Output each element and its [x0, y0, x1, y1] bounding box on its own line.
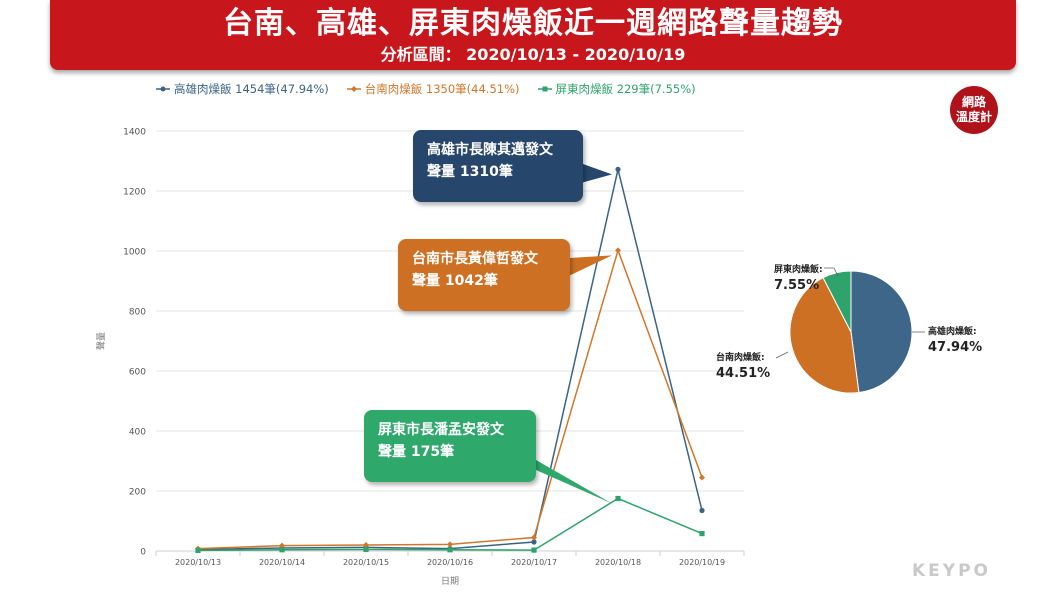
data-point: [615, 247, 621, 254]
callout-line: 聲量 1310筆: [427, 164, 513, 180]
callout-pointer: [556, 255, 612, 282]
y-tick-label: 400: [129, 428, 146, 438]
data-point: [279, 542, 285, 549]
keypo-logo: KEYPO: [912, 561, 992, 581]
y-tick-label: 1000: [123, 248, 146, 258]
y-tick-label: 0: [140, 548, 146, 558]
legend-item-pingtung[interactable]: 屏東肉燥飯 229筆(7.55%): [537, 80, 696, 98]
callout-line: 聲量 175筆: [378, 444, 455, 460]
callout-line: 屏東市長潘孟安發文: [378, 422, 504, 438]
data-point: [279, 547, 285, 553]
callout-kaohsiung: 高雄市長陳其邁發文 聲量 1310筆: [413, 130, 583, 202]
series-line: [197, 169, 703, 551]
y-tick-label: 1200: [123, 188, 146, 198]
pie-slice-name: 高雄肉燥飯:: [928, 327, 977, 337]
pie-slice: [850, 270, 913, 394]
legend-label: 高雄肉燥飯 1454筆(47.94%): [174, 82, 329, 96]
callout-tainan: 台南市長黃偉哲發文 聲量 1042筆: [398, 239, 570, 311]
legend-item-tainan[interactable]: 台南肉燥飯 1350筆(44.51%): [346, 80, 520, 98]
callout-pointer: [522, 452, 612, 504]
chart-legend: 高雄肉燥飯 1454筆(47.94%) 台南肉燥飯 1350筆(44.51%) …: [156, 80, 696, 98]
data-point: [699, 474, 705, 481]
x-tick-label: 2020/10/17: [511, 558, 557, 567]
x-tick-label: 2020/10/14: [259, 558, 305, 567]
x-tick-label: 2020/10/13: [175, 558, 221, 567]
legend-label: 屏東肉燥飯 229筆(7.55%): [555, 82, 696, 96]
logo-text: 溫度計: [955, 110, 992, 124]
pie-label-pingtung: 屏東肉燥飯: 7.55%: [774, 262, 823, 294]
data-point: [699, 531, 705, 537]
data-point: [363, 542, 369, 548]
data-point: [531, 539, 537, 545]
x-axis-label: 日期: [441, 576, 459, 587]
pie-chart: [775, 267, 925, 394]
y-tick-label: 800: [129, 308, 146, 318]
pie-slice-percent: 47.94%: [928, 340, 983, 355]
pie-label-kaohsiung: 高雄肉燥飯: 47.94%: [928, 324, 982, 356]
callout-line: 台南市長黃偉哲發文: [412, 251, 538, 267]
data-point: [531, 547, 537, 553]
pie-label-tainan: 台南肉燥飯: 44.51%: [716, 350, 770, 382]
thermometer-logo-icon: 網路 溫度計: [950, 86, 998, 134]
legend-diamond-icon: [346, 86, 361, 92]
analysis-period: 分析區間： 2020/10/13 - 2020/10/19: [380, 45, 686, 64]
series-layer: [195, 166, 705, 553]
pie-leader-line: [824, 267, 839, 277]
pie-leader-line: [775, 351, 789, 359]
pie-slice-percent: 44.51%: [716, 366, 771, 381]
legend-square-icon: [537, 86, 552, 92]
callout-line: 高雄市長陳其邁發文: [427, 142, 553, 158]
page-title: 台南、高雄、屏東肉燥飯近一週網路聲量趨勢: [223, 6, 843, 41]
data-point: [447, 547, 453, 553]
data-point: [699, 507, 705, 514]
data-point: [447, 541, 453, 548]
data-point: [363, 546, 369, 553]
legend-item-kaohsiung[interactable]: 高雄肉燥飯 1454筆(47.94%): [156, 80, 329, 98]
pie-slice: [789, 277, 860, 394]
pie-slice-name: 屏東肉燥飯:: [774, 265, 823, 275]
title-banner: 台南、高雄、屏東肉燥飯近一週網路聲量趨勢 分析區間： 2020/10/13 - …: [50, 0, 1016, 70]
x-tick-label: 2020/10/18: [595, 558, 641, 567]
pie-slice-name: 台南肉燥飯:: [716, 353, 765, 363]
data-point: [615, 166, 621, 172]
data-point: [195, 547, 201, 553]
x-tick-label: 2020/10/16: [427, 558, 473, 567]
pie-slice-percent: 7.55%: [774, 278, 820, 293]
legend-label: 台南肉燥飯 1350筆(44.51%): [364, 82, 520, 96]
data-point: [531, 534, 537, 541]
x-tick-label: 2020/10/15: [343, 558, 389, 567]
y-tick-label: 600: [129, 368, 146, 378]
logo-text: 網路: [961, 95, 986, 109]
data-point: [615, 495, 621, 502]
legend-circle-icon: [156, 86, 170, 92]
y-axis-label: 聲量: [96, 332, 107, 350]
y-tick-label: 200: [129, 488, 146, 498]
x-tick-label: 2020/10/19: [679, 558, 725, 567]
callout-pingtung: 屏東市長潘孟安發文 聲量 175筆: [364, 410, 536, 482]
callout-line: 聲量 1042筆: [412, 273, 498, 289]
y-tick-label: 1400: [123, 128, 146, 138]
